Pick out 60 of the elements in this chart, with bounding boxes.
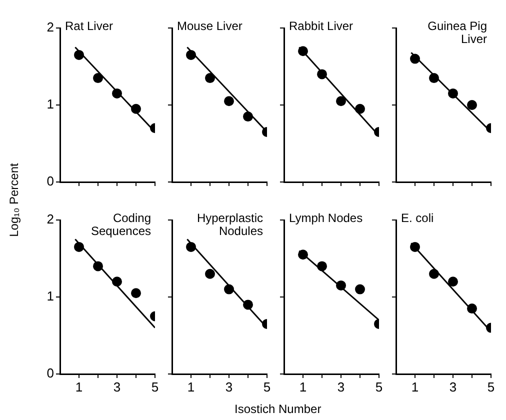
chart-title: Mouse Liver	[177, 19, 244, 33]
point	[205, 73, 215, 84]
chart-title: Coding Sequences	[90, 211, 151, 238]
point	[410, 54, 420, 64]
x-tick-label: 5	[375, 379, 383, 394]
point	[355, 104, 365, 114]
x-tick-label: 1	[411, 379, 419, 394]
chart-title: Rat Liver	[65, 19, 114, 33]
point	[336, 96, 346, 106]
chart-title: Hyperplastic Nodules	[196, 211, 263, 238]
point	[93, 261, 103, 272]
x-tick-label: 3	[113, 379, 121, 394]
point	[205, 268, 215, 279]
point	[317, 69, 327, 80]
x-tick-label: 3	[449, 379, 457, 394]
point	[93, 73, 103, 84]
y-tick-label: 0	[46, 174, 54, 189]
point	[224, 96, 234, 106]
y-tick-label: 1	[46, 288, 54, 304]
x-tick-label: 1	[299, 379, 307, 394]
chart-title: Lymph Nodes	[289, 211, 364, 225]
x-tick-label: 3	[225, 379, 233, 394]
point	[186, 242, 196, 252]
point	[112, 276, 122, 287]
point	[448, 276, 458, 287]
x-tick-label: 5	[263, 379, 271, 394]
point	[355, 284, 365, 294]
point	[429, 268, 439, 279]
point	[298, 250, 308, 260]
point	[74, 242, 84, 252]
x-tick-label: 3	[337, 379, 345, 394]
x-tick-label: 1	[75, 379, 83, 394]
point	[243, 300, 253, 310]
point	[429, 73, 439, 84]
y-tick-label: 2	[46, 20, 54, 35]
point	[186, 50, 196, 60]
chart-title: Guinea Pig Liver	[426, 19, 487, 46]
point	[317, 261, 327, 272]
x-tick-label: 1	[187, 379, 195, 394]
chart-title: Rabbit Liver	[289, 19, 354, 33]
point	[224, 284, 234, 294]
x-tick-label: 5	[151, 379, 159, 394]
point	[467, 304, 477, 314]
point	[336, 280, 346, 290]
point	[131, 104, 141, 114]
chart-title: E. coli	[401, 211, 435, 225]
y-tick-label: 2	[46, 212, 54, 227]
point	[448, 88, 458, 98]
point	[112, 88, 122, 98]
point	[74, 50, 84, 60]
y-tick-label: 0	[46, 366, 54, 381]
point	[243, 112, 253, 122]
x-axis-title: Isostich Number	[234, 402, 322, 416]
x-tick-label: 5	[487, 379, 495, 394]
y-axis-title: Log₁₀ Percent	[6, 163, 21, 237]
point	[410, 242, 420, 252]
point	[467, 100, 477, 110]
y-tick-label: 1	[46, 96, 54, 112]
point	[131, 288, 141, 298]
point	[298, 46, 308, 56]
